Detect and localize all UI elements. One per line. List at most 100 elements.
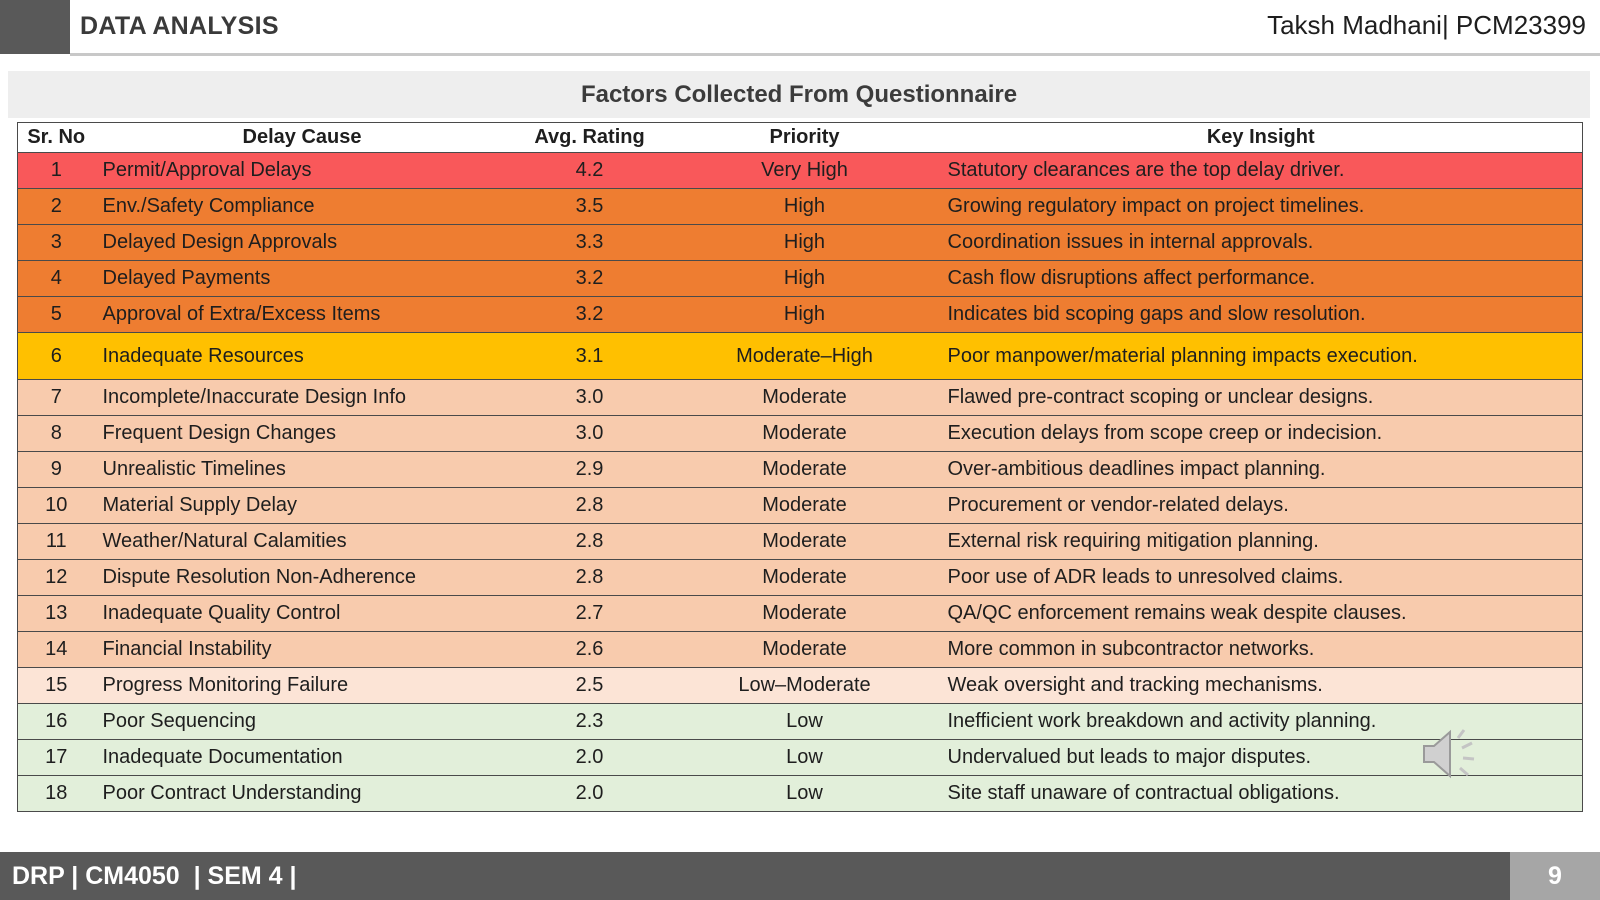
- slide-section-title: DATA ANALYSIS: [80, 12, 279, 40]
- column-header-avg-rating: Avg. Rating: [509, 122, 670, 153]
- cell-delay-cause: Env./Safety Compliance: [94, 188, 510, 225]
- cell-sr-no: 11: [17, 523, 95, 560]
- cell-priority: Moderate: [669, 415, 940, 452]
- cell-priority: High: [669, 188, 940, 225]
- footer-bar: [0, 852, 1510, 900]
- cell-key-insight: Execution delays from scope creep or ind…: [939, 415, 1583, 452]
- cell-key-insight: Indicates bid scoping gaps and slow reso…: [939, 296, 1583, 333]
- cell-avg-rating: 3.3: [509, 224, 670, 261]
- table-header-row: Sr. No Delay Cause Avg. Rating Priority …: [17, 122, 1583, 153]
- speaker-icon[interactable]: [1418, 722, 1482, 786]
- cell-sr-no: 15: [17, 667, 95, 704]
- cell-priority: Low: [669, 703, 940, 740]
- table-row: 14 Financial Instability 2.6 Moderate Mo…: [17, 631, 1583, 668]
- cell-key-insight: More common in subcontractor networks.: [939, 631, 1583, 668]
- table-row: 3 Delayed Design Approvals 3.3 High Coor…: [17, 224, 1583, 261]
- cell-delay-cause: Poor Contract Understanding: [94, 775, 510, 812]
- cell-delay-cause: Dispute Resolution Non-Adherence: [94, 559, 510, 596]
- table-row: 16 Poor Sequencing 2.3 Low Inefficient w…: [17, 703, 1583, 740]
- table-row: 15 Progress Monitoring Failure 2.5 Low–M…: [17, 667, 1583, 704]
- cell-delay-cause: Poor Sequencing: [94, 703, 510, 740]
- cell-avg-rating: 2.0: [509, 775, 670, 812]
- table-row: 13 Inadequate Quality Control 2.7 Modera…: [17, 595, 1583, 632]
- column-header-sr-no: Sr. No: [17, 122, 95, 153]
- column-header-key-insight: Key Insight: [939, 122, 1583, 153]
- header-divider: [70, 53, 1600, 56]
- cell-delay-cause: Approval of Extra/Excess Items: [94, 296, 510, 333]
- page-number: 9: [1548, 862, 1562, 890]
- cell-key-insight: Statutory clearances are the top delay d…: [939, 152, 1583, 189]
- cell-sr-no: 5: [17, 296, 95, 333]
- cell-sr-no: 4: [17, 260, 95, 297]
- cell-avg-rating: 2.5: [509, 667, 670, 704]
- cell-sr-no: 7: [17, 379, 95, 416]
- cell-delay-cause: Inadequate Quality Control: [94, 595, 510, 632]
- cell-priority: Low–Moderate: [669, 667, 940, 704]
- cell-key-insight: Cash flow disruptions affect performance…: [939, 260, 1583, 297]
- cell-delay-cause: Frequent Design Changes: [94, 415, 510, 452]
- table-row: 10 Material Supply Delay 2.8 Moderate Pr…: [17, 487, 1583, 524]
- cell-delay-cause: Unrealistic Timelines: [94, 451, 510, 488]
- cell-priority: High: [669, 296, 940, 333]
- cell-key-insight: Over-ambitious deadlines impact planning…: [939, 451, 1583, 488]
- cell-sr-no: 12: [17, 559, 95, 596]
- cell-delay-cause: Inadequate Resources: [94, 332, 510, 380]
- cell-sr-no: 8: [17, 415, 95, 452]
- cell-key-insight: Procurement or vendor-related delays.: [939, 487, 1583, 524]
- cell-avg-rating: 3.1: [509, 332, 670, 380]
- cell-delay-cause: Weather/Natural Calamities: [94, 523, 510, 560]
- cell-delay-cause: Incomplete/Inaccurate Design Info: [94, 379, 510, 416]
- cell-sr-no: 17: [17, 739, 95, 776]
- cell-avg-rating: 3.0: [509, 415, 670, 452]
- cell-key-insight: QA/QC enforcement remains weak despite c…: [939, 595, 1583, 632]
- cell-key-insight: Poor manpower/material planning impacts …: [939, 332, 1583, 380]
- cell-avg-rating: 3.5: [509, 188, 670, 225]
- cell-sr-no: 1: [17, 152, 95, 189]
- cell-delay-cause: Delayed Design Approvals: [94, 224, 510, 261]
- cell-priority: Low: [669, 775, 940, 812]
- cell-sr-no: 16: [17, 703, 95, 740]
- table-row: 17 Inadequate Documentation 2.0 Low Unde…: [17, 739, 1583, 776]
- cell-priority: Moderate: [669, 595, 940, 632]
- cell-delay-cause: Inadequate Documentation: [94, 739, 510, 776]
- cell-avg-rating: 2.6: [509, 631, 670, 668]
- cell-priority: Moderate: [669, 559, 940, 596]
- cell-avg-rating: 2.7: [509, 595, 670, 632]
- table-caption: Factors Collected From Questionnaire: [8, 71, 1590, 118]
- cell-key-insight: Coordination issues in internal approval…: [939, 224, 1583, 261]
- author-id: Taksh Madhani| PCM23399: [1267, 10, 1586, 40]
- table-row: 7 Incomplete/Inaccurate Design Info 3.0 …: [17, 379, 1583, 416]
- cell-avg-rating: 3.0: [509, 379, 670, 416]
- cell-key-insight: Weak oversight and tracking mechanisms.: [939, 667, 1583, 704]
- cell-avg-rating: 2.3: [509, 703, 670, 740]
- cell-sr-no: 13: [17, 595, 95, 632]
- cell-avg-rating: 4.2: [509, 152, 670, 189]
- cell-priority: High: [669, 224, 940, 261]
- column-header-delay-cause: Delay Cause: [94, 122, 510, 153]
- table-row: 9 Unrealistic Timelines 2.9 Moderate Ove…: [17, 451, 1583, 488]
- cell-key-insight: Flawed pre-contract scoping or unclear d…: [939, 379, 1583, 416]
- table-row: 1 Permit/Approval Delays 4.2 Very High S…: [17, 152, 1583, 189]
- cell-key-insight: Undervalued but leads to major disputes.: [939, 739, 1583, 776]
- cell-delay-cause: Financial Instability: [94, 631, 510, 668]
- column-header-priority: Priority: [669, 122, 940, 153]
- cell-avg-rating: 2.0: [509, 739, 670, 776]
- table-row: 18 Poor Contract Understanding 2.0 Low S…: [17, 775, 1583, 812]
- header-accent-block: [0, 0, 70, 54]
- cell-priority: Very High: [669, 152, 940, 189]
- cell-priority: High: [669, 260, 940, 297]
- cell-delay-cause: Progress Monitoring Failure: [94, 667, 510, 704]
- cell-priority: Moderate: [669, 523, 940, 560]
- footer-course-label: DRP | CM4050 | SEM 4 |: [12, 862, 297, 890]
- cell-priority: Moderate: [669, 487, 940, 524]
- table-row: 2 Env./Safety Compliance 3.5 High Growin…: [17, 188, 1583, 225]
- cell-priority: Moderate: [669, 379, 940, 416]
- cell-priority: Moderate–High: [669, 332, 940, 380]
- cell-avg-rating: 3.2: [509, 260, 670, 297]
- cell-sr-no: 10: [17, 487, 95, 524]
- cell-avg-rating: 2.8: [509, 523, 670, 560]
- cell-key-insight: Poor use of ADR leads to unresolved clai…: [939, 559, 1583, 596]
- cell-sr-no: 3: [17, 224, 95, 261]
- table-row: 6 Inadequate Resources 3.1 Moderate–High…: [17, 332, 1583, 380]
- cell-sr-no: 9: [17, 451, 95, 488]
